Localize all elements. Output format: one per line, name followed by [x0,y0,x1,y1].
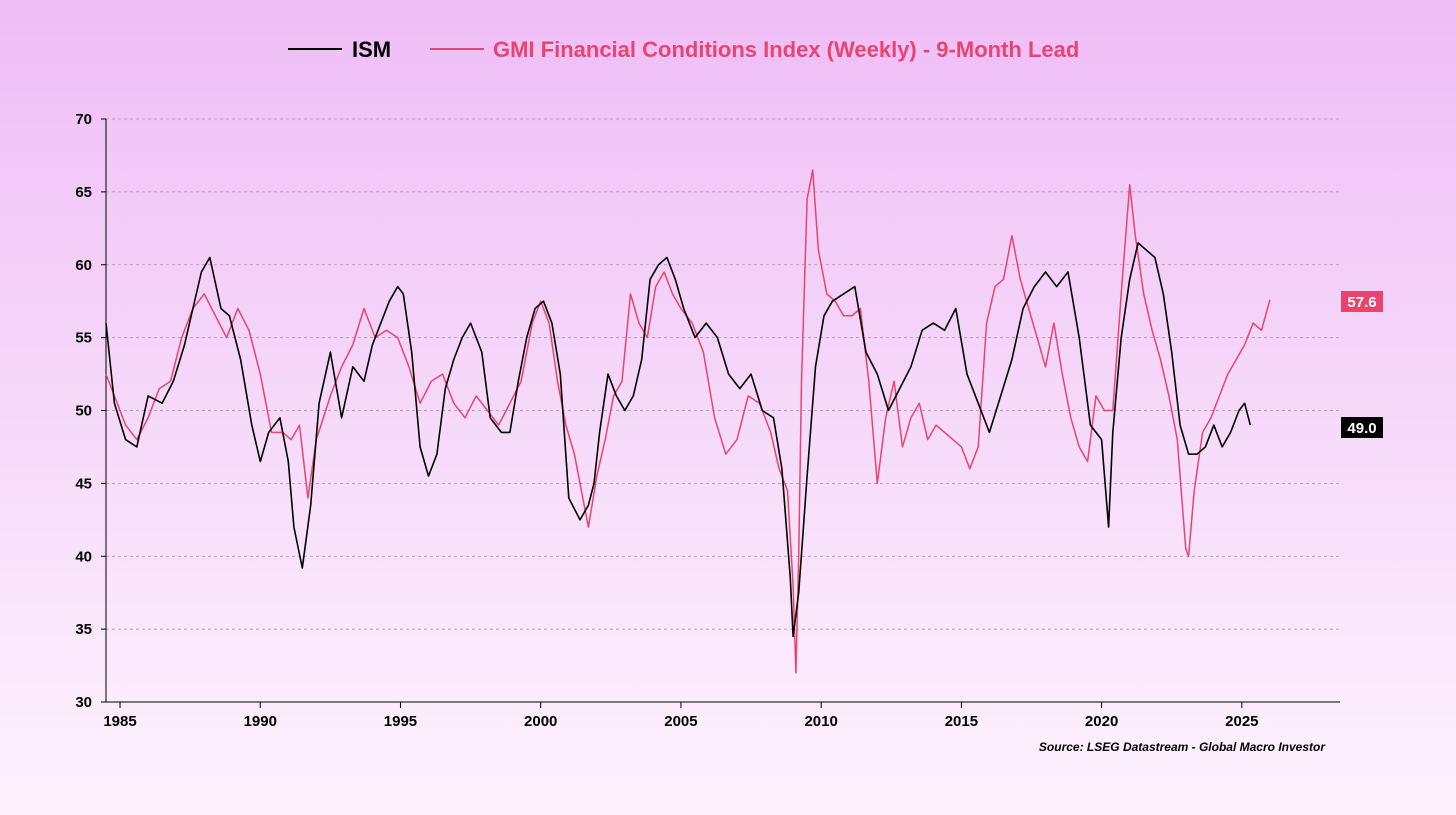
ism-series-line [105,242,1252,638]
gmi-badge-bg [1341,291,1383,312]
legend-ism-label: ISM [352,37,391,62]
x-tick-label: 2000 [524,713,557,730]
gmi-badge-value: 57.6 [1347,294,1376,311]
gmi-series-line [105,169,1271,674]
ism-badge-bg [1341,417,1383,438]
x-tick-label: 1995 [384,713,417,730]
x-tick-label: 2020 [1085,713,1118,730]
y-tick-label: 30 [75,694,92,711]
gridlines [106,118,1340,630]
y-tick-label: 40 [75,548,92,565]
y-tick-label: 65 [75,184,92,201]
gmi-value-badge: 57.6 [1341,291,1383,312]
x-tick-label: 2010 [804,713,837,730]
source-note: Source: LSEG Datastream - Global Macro I… [1039,740,1326,754]
x-tick-label: 2015 [945,713,978,730]
y-axis-ticks: 30 35 40 45 50 55 60 65 70 [75,111,106,711]
ism-value-badge: 49.0 [1341,417,1383,438]
series-layer [105,169,1271,674]
y-tick-label: 45 [75,475,92,492]
x-axis-ticks: 1985 1990 1995 2000 2005 2010 2015 2020 2025 [103,702,1259,730]
y-tick-label: 50 [75,403,92,420]
x-tick-label: 2025 [1225,713,1258,730]
x-tick-label: 1985 [103,713,136,730]
legend-gmi-label: GMI Financial Conditions Index (Weekly) … [493,37,1079,62]
legend: ISM GMI Financial Conditions Index (Week… [288,37,1079,62]
y-tick-label: 55 [75,330,92,347]
y-tick-label: 60 [75,257,92,274]
x-tick-label: 1990 [244,713,277,730]
y-tick-label: 35 [75,621,92,638]
y-tick-label: 70 [75,111,92,128]
ism-badge-value: 49.0 [1347,420,1376,437]
x-tick-label: 2005 [664,713,697,730]
